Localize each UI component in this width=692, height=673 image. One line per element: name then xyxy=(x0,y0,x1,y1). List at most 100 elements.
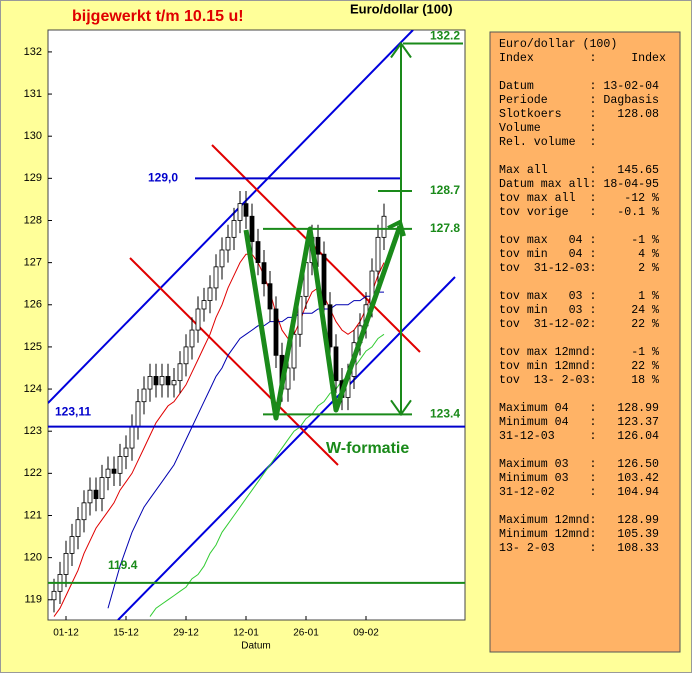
candle-body xyxy=(291,333,297,369)
panel-line: tov max 12mnd: -1 % xyxy=(499,346,659,359)
candle-body xyxy=(249,215,255,242)
y-tick-label: 128 xyxy=(24,214,42,226)
candle-body xyxy=(255,241,261,264)
candle-body xyxy=(273,308,279,356)
candle-body xyxy=(231,220,237,238)
candle-body xyxy=(87,489,93,504)
x-tick-label: 29-12 xyxy=(173,628,199,639)
panel-line: 31-12-02 : 104.94 xyxy=(499,486,659,499)
y-tick-label: 129 xyxy=(24,172,42,184)
candle-body xyxy=(225,236,231,251)
candle-body xyxy=(285,367,291,390)
panel-box xyxy=(489,31,681,653)
channel-line xyxy=(117,276,456,620)
panel-line: Datum : 13-02-04 xyxy=(499,80,659,93)
chart-title: Euro/dollar (100) xyxy=(350,1,453,16)
panel-line: Periode : Dagbasis xyxy=(499,94,659,107)
x-tick-label: 01-12 xyxy=(53,628,79,639)
measure-arrow-head xyxy=(390,399,412,417)
x-tick-label: 12-01 xyxy=(233,628,259,639)
y-tick-label: 119 xyxy=(24,594,42,606)
panel-line: tov min 12mnd: 22 % xyxy=(499,360,659,373)
candle-body xyxy=(159,376,165,386)
panel-line: 31-12-03 : 126.04 xyxy=(499,430,659,443)
candle-body xyxy=(267,283,273,310)
y-tick-label: 120 xyxy=(24,552,42,564)
average-line xyxy=(107,291,384,609)
candle-body xyxy=(189,329,195,348)
panel-line: tov min 03 : 24 % xyxy=(499,304,659,317)
panel-line: tov 13- 2-03: 18 % xyxy=(499,374,659,387)
candle-body xyxy=(183,346,189,365)
y-tick-label: 127 xyxy=(24,257,42,269)
panel-line: Minimum 04 : 123.37 xyxy=(499,416,659,429)
candle-body xyxy=(315,236,321,255)
candle-body xyxy=(117,456,123,474)
y-tick-label: 132 xyxy=(24,46,42,58)
panel-line: Slotkoers : 128.08 xyxy=(499,108,659,121)
candle-body xyxy=(375,236,381,272)
level-label: 123,11 xyxy=(55,405,91,419)
candle-body xyxy=(207,287,213,301)
candle-body xyxy=(105,468,111,478)
candle-body xyxy=(321,253,327,306)
panel-line: Max all : 145.65 xyxy=(499,164,659,177)
level-label: 123.4 xyxy=(430,407,460,421)
candle-body xyxy=(243,203,249,217)
y-tick-label: 126 xyxy=(24,299,42,311)
candle-body xyxy=(75,519,81,537)
panel-line: tov max 04 : -1 % xyxy=(499,234,659,247)
candle-body xyxy=(237,203,243,221)
panel-line: Maximum 12mnd: 128.99 xyxy=(499,514,659,527)
panel-line: tov max 03 : 1 % xyxy=(499,290,659,303)
candle-body xyxy=(111,468,117,474)
plot-area xyxy=(47,29,466,621)
candle-body xyxy=(201,300,207,310)
x-tick-label: 09-02 xyxy=(353,628,379,639)
x-tick-label: 15-12 xyxy=(113,628,139,639)
candle-body xyxy=(261,262,267,285)
y-tick-label: 121 xyxy=(24,509,42,521)
y-tick-label: 124 xyxy=(24,383,42,395)
candle-body xyxy=(63,553,69,575)
panel-line: 13- 2-03 : 108.33 xyxy=(499,542,659,555)
level-label: 129,0 xyxy=(148,171,178,185)
level-label: 132.2 xyxy=(430,29,460,43)
candle-body xyxy=(177,363,183,382)
panel-line: Index : Index xyxy=(499,52,666,65)
measure-arrow-head xyxy=(390,41,412,59)
panel-line: Rel. volume : xyxy=(499,136,596,149)
candle-body xyxy=(69,536,75,554)
panel-line: Euro/dollar (100) xyxy=(499,38,617,51)
y-tick-label: 131 xyxy=(24,88,42,100)
panel-line: Volume : xyxy=(499,122,596,135)
panel-line: Maximum 03 : 126.50 xyxy=(499,458,659,471)
candle-body xyxy=(129,426,135,449)
y-tick-label: 130 xyxy=(24,130,42,142)
panel-line: Datum max all: 18-04-95 xyxy=(499,178,659,191)
candle-body xyxy=(381,215,387,238)
y-tick-label: 125 xyxy=(24,341,42,353)
candle-body xyxy=(93,489,99,500)
candle-body xyxy=(165,376,171,386)
annotation: W-formatie xyxy=(326,440,409,457)
level-label: 119.4 xyxy=(108,558,138,572)
candle-body xyxy=(141,388,147,403)
candle-body xyxy=(171,380,177,386)
panel-line: Maximum 04 : 128.99 xyxy=(499,402,659,415)
candle-body xyxy=(213,266,219,289)
panel-line: tov 31-12-02: 22 % xyxy=(499,318,659,331)
candle-body xyxy=(123,447,129,457)
candle-body xyxy=(81,502,87,521)
panel-line: tov min 04 : 4 % xyxy=(499,248,659,261)
x-tick-label: 26-01 xyxy=(293,628,319,639)
candle-body xyxy=(135,401,141,428)
candle-body xyxy=(327,304,333,348)
channel-line xyxy=(48,30,414,404)
panel-line: tov vorige : -0.1 % xyxy=(499,206,659,219)
panel-line: tov max all : -12 % xyxy=(499,192,659,205)
update-note: bijgewerkt t/m 10.15 u! xyxy=(72,8,244,25)
candle-body xyxy=(147,376,153,390)
